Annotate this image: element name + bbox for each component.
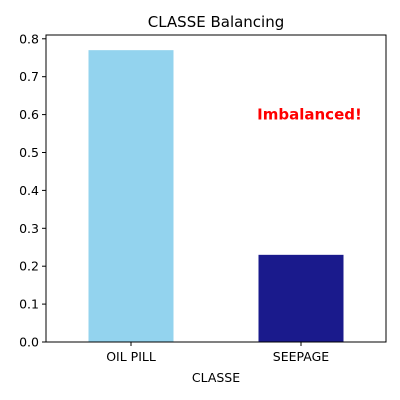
y-tick-label: 0.7	[19, 69, 39, 84]
bar-seepage	[258, 254, 344, 342]
x-axis: OIL PILL SEEPAGE	[106, 342, 329, 364]
y-tick-label: 0.1	[19, 297, 39, 312]
y-axis: 0.0 0.1 0.2 0.3 0.4 0.5 0.6 0.7 0.8	[19, 31, 46, 350]
x-tick-label: SEEPAGE	[273, 349, 329, 364]
chart-title: CLASSE Balancing	[148, 13, 285, 31]
y-tick-label: 0.0	[19, 335, 39, 350]
y-tick-label: 0.4	[19, 183, 39, 198]
bars-layer	[88, 50, 344, 342]
y-tick-label: 0.6	[19, 107, 39, 122]
axes-frame	[45, 34, 387, 343]
x-tick-label: OIL PILL	[106, 349, 156, 364]
y-tick-label: 0.8	[19, 31, 39, 46]
bar-oil-pill	[88, 50, 174, 342]
y-tick-label: 0.2	[19, 259, 39, 274]
y-tick-label: 0.5	[19, 145, 39, 160]
x-axis-label: CLASSE	[192, 370, 240, 385]
y-tick-label: 0.3	[19, 221, 39, 236]
annotation-imbalanced: Imbalanced!	[257, 106, 362, 124]
